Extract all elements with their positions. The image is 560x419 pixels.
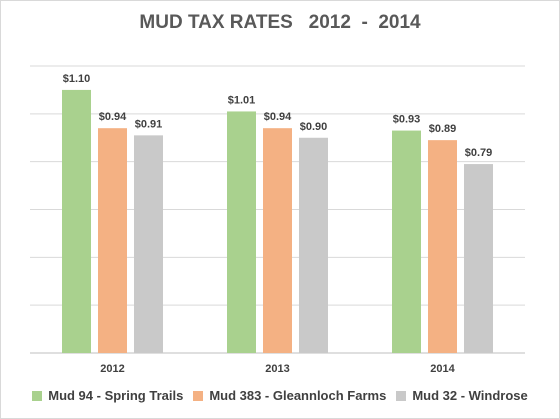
bar — [428, 140, 457, 353]
x-tick-label: 2013 — [265, 363, 289, 375]
legend-item-mud-383: Mud 383 - Gleannloch Farms — [193, 388, 386, 403]
bar — [299, 137, 328, 353]
bar — [134, 135, 163, 353]
legend-label-mud-94: Mud 94 - Spring Trails — [48, 388, 184, 403]
legend: Mud 94 - Spring Trails Mud 383 - Gleannl… — [0, 388, 560, 403]
data-label: $1.10 — [63, 73, 91, 85]
data-label: $0.89 — [429, 123, 457, 135]
legend-swatch-mud-383 — [193, 390, 204, 401]
data-label: $0.79 — [465, 147, 493, 159]
bar — [392, 130, 421, 353]
x-tick-label: 2014 — [430, 363, 455, 375]
data-label: $0.90 — [300, 121, 328, 133]
bar — [464, 164, 493, 353]
legend-item-mud-94: Mud 94 - Spring Trails — [32, 388, 183, 403]
bar — [263, 128, 292, 353]
x-tick-label: 2012 — [100, 363, 124, 375]
legend-label-mud-383: Mud 383 - Gleannloch Farms — [209, 388, 387, 403]
data-label: $1.01 — [228, 94, 256, 106]
legend-item-mud-32: Mud 32 - Windrose — [396, 388, 528, 403]
bar — [227, 111, 256, 353]
legend-swatch-mud-32 — [396, 390, 407, 401]
chart-title: MUD TAX RATES 2012 - 2014 — [139, 12, 421, 33]
bar — [98, 128, 127, 353]
data-label: $0.93 — [393, 114, 421, 126]
legend-label-mud-32: Mud 32 - Windrose — [412, 388, 528, 403]
legend-swatch-mud-94 — [32, 390, 43, 401]
data-label: $0.94 — [264, 111, 292, 123]
bar — [62, 89, 91, 354]
data-label: $0.91 — [135, 118, 163, 130]
data-label: $0.94 — [99, 111, 127, 123]
